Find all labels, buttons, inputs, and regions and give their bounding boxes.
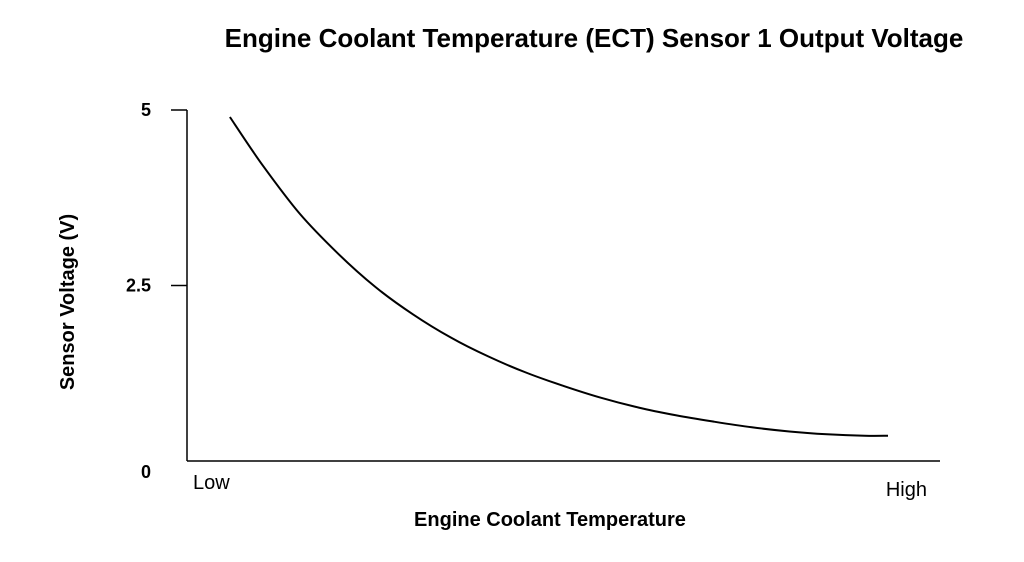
y-axis-title: Sensor Voltage (V) [57,214,79,390]
y-ticks: 52.50 [126,100,187,482]
voltage-curve [229,116,889,437]
x-axis-title: Engine Coolant Temperature [414,509,686,531]
axes [186,110,940,462]
chart-title: Engine Coolant Temperature (ECT) Sensor … [225,23,964,53]
y-tick-label: 0 [141,462,151,482]
y-tick-label: 5 [141,100,151,120]
x-start-label: Low [193,472,230,494]
x-end-label: High [886,479,927,501]
series-layer [229,116,889,437]
y-tick-label: 2.5 [126,276,151,296]
